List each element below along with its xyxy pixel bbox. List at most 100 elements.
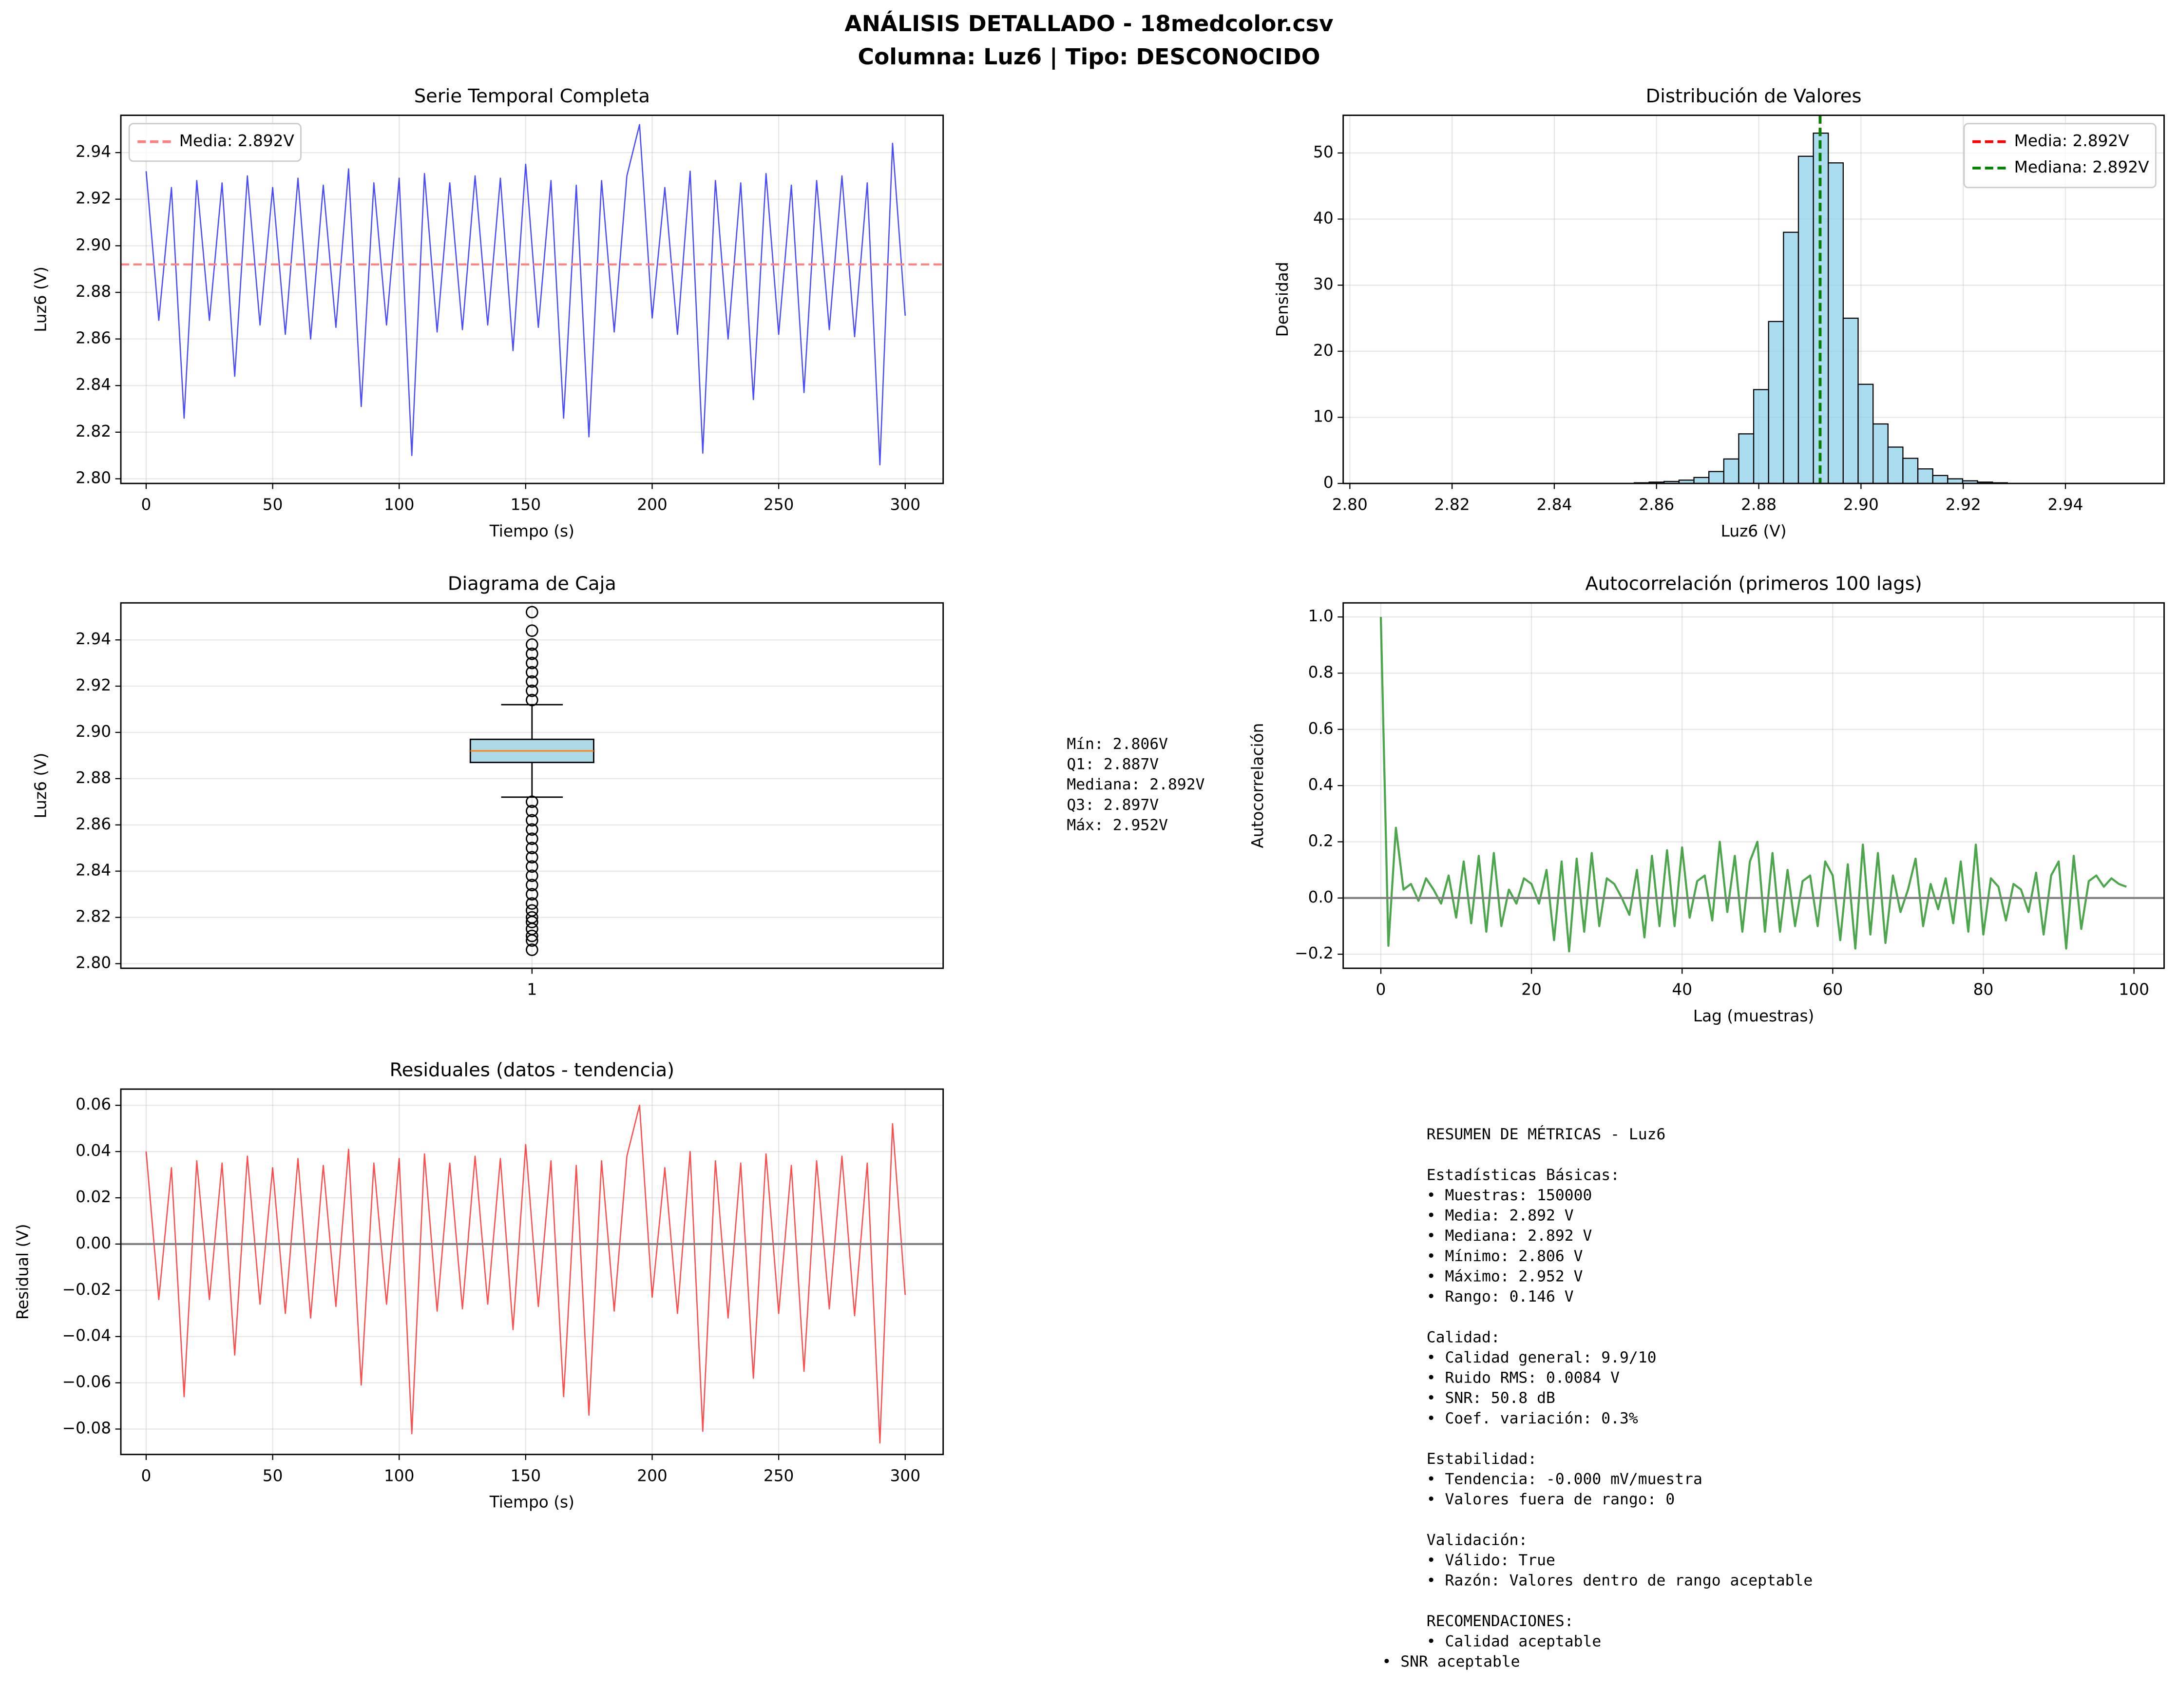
y-tick-label: −0.2 [1295,944,1334,962]
x-tick-label: 200 [637,1466,668,1485]
y-tick-label: 2.80 [76,468,111,487]
y-tick-label: 2.88 [76,282,111,301]
outlier [526,814,538,827]
y-tick-label: 0.06 [76,1095,111,1113]
plot-frame [1342,115,2165,484]
y-tick-label: 0.0 [1308,888,1334,906]
x-tick-label: 2.82 [1434,496,1470,514]
summary-item: • Media: 2.892 V [1427,1207,1574,1225]
y-tick-label: 2.92 [76,189,111,208]
x-tick-label: 300 [890,496,921,514]
x-tick-label: 2.92 [1946,496,1981,514]
summary-heading: Estadísticas Básicas: [1427,1166,1620,1184]
x-tick-label: 2.88 [1741,496,1777,514]
hist-bar [1917,468,1933,484]
chart-title: Residuales (datos - tendencia) [390,1059,674,1081]
x-tick-label: 1 [527,980,537,999]
x-tick-label: 60 [1823,980,1843,999]
y-tick-label: 2.90 [76,722,111,741]
figure-title: ANÁLISIS DETALLADO - 18medcolor.csv [844,10,1333,37]
outlier [526,656,538,670]
x-tick-label: 0 [141,1466,152,1485]
hist-bar [1828,162,1844,484]
x-tick-label: 0 [141,496,152,514]
outlier [526,606,538,619]
plot-frame [120,1088,944,1456]
x-axis-label: Lag (muestras) [1693,1007,1815,1025]
summary-item: • Ruido RMS: 0.0084 V [1427,1369,1620,1387]
x-tick-label: 2.80 [1332,496,1368,514]
x-axis-label: Tiempo (s) [489,522,574,540]
line-series [145,1104,906,1444]
summary-item: • Calidad aceptable [1427,1633,1602,1650]
hist-bar [1902,458,1919,484]
summary-heading: RECOMENDACIONES: [1427,1612,1574,1630]
legend-box [128,123,302,162]
y-tick-label: 2.82 [76,422,111,441]
x-tick-label: 100 [384,496,415,514]
x-tick-label: 100 [384,1466,415,1485]
y-tick-label: −0.06 [62,1373,111,1391]
legend-box [1963,123,2157,189]
y-axis-label: Luz6 (V) [32,267,50,332]
y-tick-label: 0.4 [1308,775,1334,794]
chart-title: Serie Temporal Completa [414,85,650,107]
y-tick-label: 1.0 [1308,607,1334,625]
outlier [526,795,538,808]
hist-bar [1738,433,1755,484]
x-tick-label: 80 [1973,980,1994,999]
y-tick-label: 2.80 [76,953,111,972]
x-tick-label: 250 [764,496,794,514]
summary-item: • Muestras: 150000 [1427,1187,1592,1204]
hist-bar [1693,477,1710,484]
summary-item: • Calidad general: 9.9/10 [1427,1349,1657,1366]
outlier [526,666,538,679]
x-tick-label: 0 [1376,980,1386,999]
x-tick-label: 2.84 [1536,496,1572,514]
y-tick-label: 2.84 [76,375,111,394]
y-tick-label: 0.04 [76,1141,111,1160]
hist-bar [1842,317,1859,484]
chart-title: Diagrama de Caja [448,573,616,595]
hist-bar [1887,446,1904,484]
y-axis-label: Residual (V) [13,1224,32,1320]
outlier [526,869,538,882]
x-tick-label: 2.94 [2048,496,2083,514]
legend-label: Media: 2.892V [179,132,295,150]
y-tick-label: 2.94 [76,142,111,161]
x-tick-label: 20 [1521,980,1542,999]
x-tick-label: 150 [511,496,541,514]
outlier [526,897,538,910]
hist-bar [1783,231,1799,484]
y-tick-label: 2.86 [76,815,111,833]
outlier [526,805,538,818]
summary-item: • SNR: 50.8 dB [1427,1389,1555,1407]
y-tick-label: 2.90 [76,235,111,254]
y-tick-label: −0.02 [62,1280,111,1299]
summary-item: • SNR aceptable [1382,1653,1520,1670]
outlier [526,851,538,864]
x-tick-label: 250 [764,1466,794,1485]
legend-label: Media: 2.892V [2014,132,2130,150]
figure-subtitle: Columna: Luz6 | Tipo: DESCONOCIDO [858,44,1320,70]
outlier [526,823,538,836]
outlier [526,693,538,707]
y-tick-label: 0.00 [76,1234,111,1252]
box-stat: Q3: 2.897V [1067,796,1159,814]
x-axis-label: Tiempo (s) [489,1493,574,1512]
summary-heading: Calidad: [1427,1328,1500,1346]
plot-frame [1342,602,2165,969]
summary-item: • Valores fuera de rango: 0 [1427,1491,1675,1508]
y-tick-label: 30 [1313,275,1334,293]
summary-title: RESUMEN DE MÉTRICAS - Luz6 [1427,1125,1666,1143]
summary-item: • Máximo: 2.952 V [1427,1267,1583,1285]
outlier [526,842,538,855]
summary-item: • Válido: True [1427,1552,1555,1569]
y-axis-label: Luz6 (V) [32,753,50,819]
outlier [526,675,538,688]
outlier [526,904,538,917]
hist-bar [1857,384,1874,484]
